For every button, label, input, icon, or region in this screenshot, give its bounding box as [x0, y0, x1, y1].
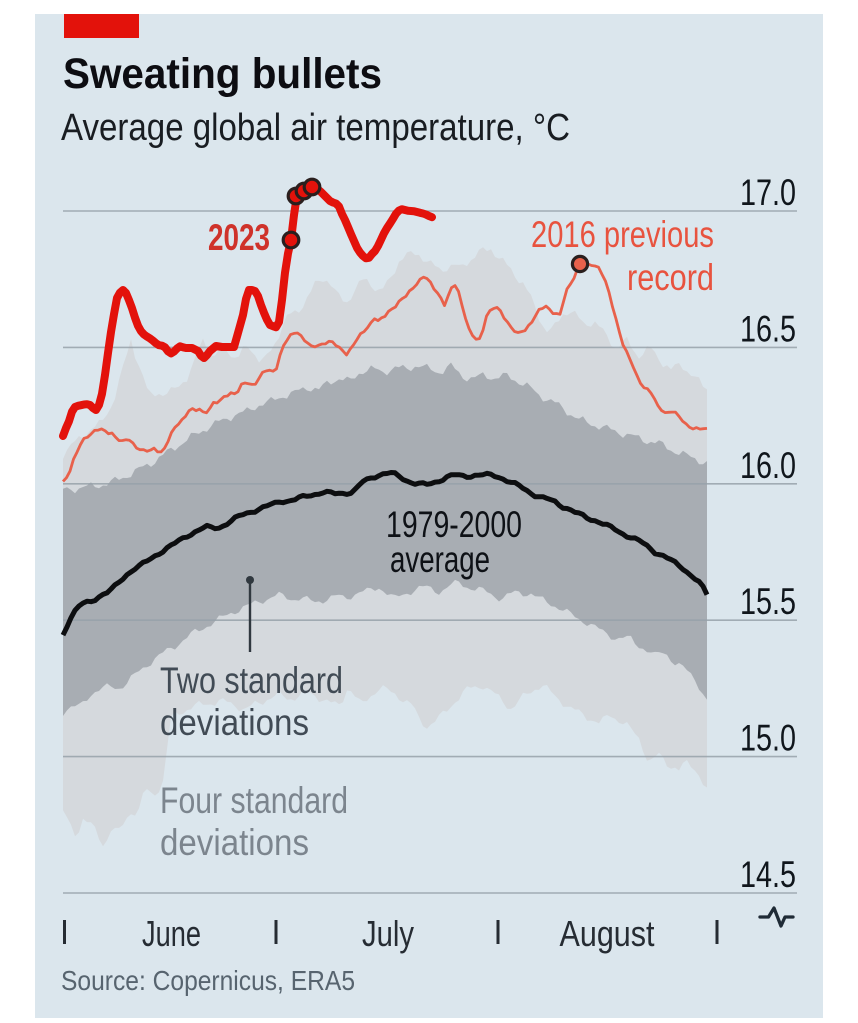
svg-text:14.5: 14.5: [740, 854, 796, 895]
svg-text:1979-2000: 1979-2000: [386, 504, 522, 545]
svg-text:2016 previous: 2016 previous: [531, 214, 714, 255]
svg-text:15.5: 15.5: [740, 581, 796, 622]
svg-text:record: record: [627, 257, 714, 298]
svg-text:2023: 2023: [208, 217, 270, 258]
svg-text:16.5: 16.5: [740, 308, 796, 349]
svg-text:deviations: deviations: [160, 822, 309, 863]
svg-text:Four standard: Four standard: [160, 780, 348, 821]
svg-text:Average global air temperature: Average global air temperature, °C: [61, 107, 570, 149]
svg-text:Sweating bullets: Sweating bullets: [63, 50, 382, 98]
svg-text:Two standard: Two standard: [160, 660, 343, 701]
svg-text:17.0: 17.0: [740, 172, 796, 213]
svg-text:Source: Copernicus, ERA5: Source: Copernicus, ERA5: [61, 965, 355, 996]
svg-text:June: June: [142, 913, 201, 954]
svg-text:August: August: [560, 913, 655, 954]
svg-text:average: average: [390, 539, 490, 580]
svg-text:deviations: deviations: [160, 702, 309, 743]
svg-text:July: July: [362, 913, 414, 954]
svg-text:15.0: 15.0: [740, 718, 796, 759]
svg-text:16.0: 16.0: [740, 445, 796, 486]
